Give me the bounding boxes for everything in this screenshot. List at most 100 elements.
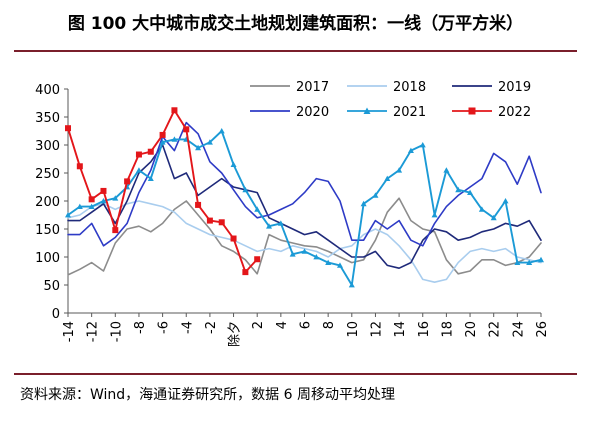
chart-title: 图 100 大中城市成交土地规划建筑面积：一线（万平方米） [67,14,524,34]
point-2021 [301,248,308,254]
point-2022 [159,131,166,138]
bottom-rule [14,373,577,375]
series-line-2017 [67,197,542,276]
chart-axes: 0 50 100 150 200 250 300 350 400 -14 -12 -10 -8 -6 -4-… [35,83,550,347]
legend-marker-2021 [363,107,371,114]
y-tick-label: 400 [35,83,60,98]
x-tick-label: 14 [393,321,408,338]
y-tick-label: 100 [35,251,60,266]
y-tick-label: 50 [43,279,60,294]
point-2021 [431,212,438,218]
point-2021 [159,139,166,145]
x-tick-label: 24 [511,321,526,338]
point-2022 [147,148,154,155]
x-tick-label: -2 [204,321,219,334]
point-2021 [76,203,83,209]
x-tick-label: -12 [86,321,101,342]
point-2021 [218,128,225,134]
point-2021 [419,142,426,148]
point-2021 [135,167,142,173]
legend-label-2021: 2021 [393,105,426,120]
y-tick-label: 250 [35,167,60,182]
legend-label-2022: 2022 [498,105,531,120]
point-2021 [348,282,355,288]
point-2021 [65,212,71,218]
x-tick-label: -10 [109,321,124,342]
x-tick-label: 2 [251,321,266,329]
y-tick-label: 300 [35,139,60,154]
point-2021 [100,198,107,204]
x-tick-label: 16 [417,321,432,338]
point-2021 [467,189,474,195]
point-2022 [183,126,190,133]
point-2021 [325,259,332,265]
legend-label-2020: 2020 [296,105,329,120]
legend-label-2018: 2018 [393,80,426,95]
point-2022 [65,125,71,132]
x-tick-label: 26 [535,321,550,338]
point-2021 [502,198,509,204]
point-2021 [289,251,296,257]
point-2021 [455,186,462,193]
x-tick-label: 6 [299,321,314,329]
series-line-2020 [67,121,542,247]
x-tick-label: -6 [157,321,172,334]
point-2022 [242,269,249,276]
point-2022 [124,178,131,185]
point-2022 [230,235,237,242]
point-2021 [478,206,485,212]
point-2022 [195,201,202,208]
y-tick-label: 200 [35,195,60,210]
point-2021 [336,262,343,268]
point-2021 [490,214,497,221]
point-2022 [206,217,213,224]
x-tick-label: 20 [464,321,479,338]
point-2021 [360,200,367,207]
x-tick-label: 12 [369,321,384,338]
point-2022 [112,227,119,234]
point-2021 [443,167,450,173]
point-2021 [88,203,95,209]
point-2021 [242,186,249,193]
point-2022 [135,151,142,158]
legend-marker-2022 [468,107,476,115]
point-2021 [514,259,521,265]
point-2021 [171,136,178,142]
legend-label-2019: 2019 [498,80,531,95]
point-2021 [277,220,284,226]
point-2022 [100,187,107,194]
point-2021 [396,167,403,173]
x-tick-label: -4 [180,321,195,334]
point-2021 [407,147,414,153]
source-note: 资料来源：Wind，海通证券研究所，数据 6 周移动平均处理 [20,387,395,403]
x-tick-label: 18 [440,321,455,338]
point-2021 [384,175,391,181]
x-tick-label: 10 [346,321,361,338]
point-2022 [88,196,95,203]
y-tick-label: 150 [35,223,60,238]
series-line-2019 [67,144,542,269]
point-2021 [313,254,320,260]
point-2022 [171,107,178,114]
point-2022 [218,219,225,226]
legend-label-2017: 2017 [296,80,329,95]
x-tick-label: 除夕 [228,321,243,347]
point-2022 [254,256,261,263]
point-2021 [147,175,154,181]
point-2021 [195,144,202,151]
chart-legend: 2017 2018 2019 2020 2021 2022 [250,80,531,120]
point-2022 [76,163,83,170]
point-2021 [230,161,237,167]
point-2021 [538,256,544,263]
series-layer [65,107,544,288]
y-tick-label: 350 [35,111,60,126]
point-2021 [266,223,273,229]
point-2021 [372,192,379,198]
x-tick-label: 8 [322,321,337,329]
x-tick-label: 22 [488,321,503,338]
top-rule [14,50,577,52]
point-2021 [526,259,533,265]
x-tick-label: 4 [275,321,290,329]
